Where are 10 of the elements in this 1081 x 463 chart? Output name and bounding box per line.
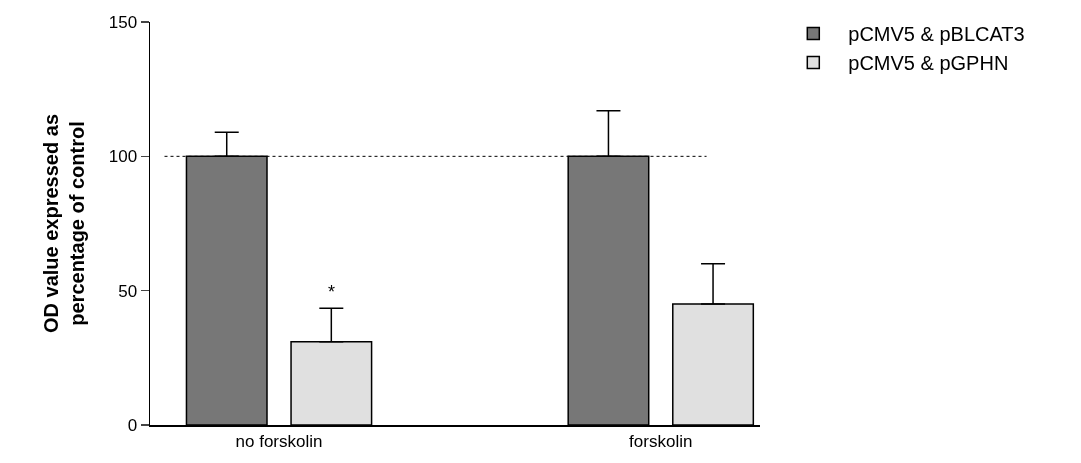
y-tick-label: 50 (118, 281, 138, 301)
legend-label: pCMV5 & pGPHN (848, 52, 1009, 75)
y-tick-label: 100 (108, 147, 138, 167)
y-tick-label: 0 (127, 415, 138, 435)
annotation: * (328, 282, 336, 302)
x-tick-label: no forskolin (235, 431, 323, 451)
x-tick-label: forskolin (629, 431, 693, 451)
y-axis-title: OD value expressed as percentage of control (40, 113, 89, 334)
y-tick-label: 150 (108, 12, 138, 32)
legend-label: pCMV5 & pBLCAT3 (848, 23, 1025, 46)
